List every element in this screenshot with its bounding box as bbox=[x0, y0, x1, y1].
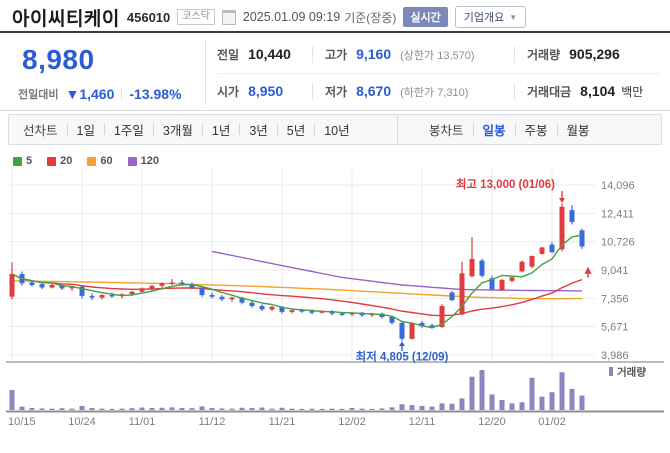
header-divider bbox=[0, 31, 670, 33]
header: 아이씨티케이 456010 코스닥 2025.01.09 09:19 기준(장중… bbox=[12, 3, 662, 31]
divider bbox=[239, 124, 241, 135]
market-badge: 코스닥 bbox=[177, 9, 215, 25]
legend-swatch bbox=[13, 156, 22, 166]
legend-swatch bbox=[87, 156, 97, 166]
quote-basis: 기준(장중) bbox=[344, 10, 397, 25]
svg-text:12/20: 12/20 bbox=[478, 416, 506, 428]
up-arrow-icon bbox=[399, 341, 405, 346]
change-value: ▼1,460 bbox=[65, 86, 115, 102]
divider bbox=[152, 124, 154, 135]
down-arrow-icon bbox=[559, 198, 565, 203]
chevron-down-icon: ▼ bbox=[509, 12, 518, 22]
svg-text:14,096: 14,096 bbox=[601, 180, 635, 192]
svg-text:11/12: 11/12 bbox=[199, 416, 226, 428]
svg-text:10/15: 10/15 bbox=[8, 416, 36, 428]
divider bbox=[0, 110, 670, 111]
quote-row-1: 전일 10,440 고가 9,160 (상한가 13,570) 거래량 905,296 bbox=[217, 36, 660, 74]
svg-text:7,356: 7,356 bbox=[601, 293, 629, 305]
tab-3개월[interactable]: 3개월 bbox=[162, 124, 193, 138]
legend-swatch bbox=[47, 156, 57, 166]
legend-item-ma20: 20 bbox=[47, 155, 72, 167]
svg-text:11/01: 11/01 bbox=[129, 416, 156, 428]
divider bbox=[314, 124, 316, 135]
svg-text:01/02: 01/02 bbox=[538, 416, 566, 428]
change-label: 전일대비 bbox=[18, 89, 59, 101]
high-cell: 고가 9,160 (상한가 13,570) bbox=[312, 46, 514, 63]
legend-item-ma60: 60 bbox=[87, 155, 113, 167]
ma60-line bbox=[11, 280, 582, 300]
ma5-line bbox=[11, 234, 583, 329]
calendar-icon bbox=[221, 9, 236, 25]
stock-code: 456010 bbox=[126, 9, 171, 25]
trading-value-cell: 거래대금 8,104 백만 bbox=[514, 83, 643, 100]
quote-datetime: 2025.01.09 09:19 bbox=[242, 10, 341, 24]
stock-name: 아이씨티케이 bbox=[12, 8, 120, 30]
moving-average-lines bbox=[11, 250, 592, 317]
tab-5년[interactable]: 5년 bbox=[286, 124, 306, 138]
tab-10년[interactable]: 10년 bbox=[324, 124, 350, 138]
legend-item-ma5: 5 bbox=[13, 155, 32, 167]
candle-chart-tab-group: 봉차트 일봉 주봉 월봉 bbox=[429, 120, 590, 139]
low-cell: 저가 8,670 (하한가 7,310) bbox=[312, 83, 514, 100]
svg-text:12/11: 12/11 bbox=[409, 416, 436, 428]
tab-1주일[interactable]: 1주일 bbox=[113, 124, 144, 138]
prev-close-cell: 전일 10,440 bbox=[217, 46, 291, 62]
chart-toolbar: 선차트 1일 1주일 3개월 1년 3년 5년 10년 봉차트 일봉 주봉 월봉 bbox=[8, 114, 662, 145]
change-row: 전일대비 ▼1,460 -13.98% bbox=[18, 86, 182, 102]
line-chart-tab-group: 선차트 1일 1주일 3개월 1년 3년 5년 10년 bbox=[9, 120, 350, 139]
volume-cell: 거래량 905,296 bbox=[514, 46, 620, 63]
candlestick-chart: 14,096 12,411 10,726 9,041 7,356 5,671 3,986 10… bbox=[6, 170, 664, 428]
divider bbox=[121, 88, 123, 100]
divider bbox=[514, 124, 516, 135]
legend-swatch bbox=[127, 156, 137, 166]
candle-chart-group-label: 봉차트 bbox=[429, 124, 464, 138]
chart-annotations: 최고 13,000 (01/06) 최저 4,805 (12/09) bbox=[356, 177, 565, 364]
volume-bars bbox=[9, 370, 585, 410]
svg-text:9,041: 9,041 bbox=[601, 265, 629, 277]
price-marker bbox=[584, 266, 592, 274]
chart-axis-labels: 14,096 12,411 10,726 9,041 7,356 5,671 3,986 10… bbox=[8, 180, 646, 428]
down-arrow-icon: ▼ bbox=[65, 86, 80, 102]
tab-월봉[interactable]: 월봉 bbox=[566, 124, 590, 138]
legend-item-ma120: 120 bbox=[127, 155, 159, 167]
tab-일봉[interactable]: 일봉 bbox=[482, 124, 506, 138]
svg-text:3,986: 3,986 bbox=[601, 350, 629, 362]
quote-row-2: 시가 8,950 저가 8,670 (하한가 7,310) 거래대금 8,104 백만 bbox=[217, 73, 660, 110]
svg-text:5,671: 5,671 bbox=[601, 322, 629, 334]
line-chart-group-label: 선차트 bbox=[23, 124, 58, 138]
divider bbox=[556, 124, 558, 135]
tab-1일[interactable]: 1일 bbox=[76, 124, 95, 138]
company-overview-button[interactable]: 기업개요 ▼ bbox=[454, 6, 527, 28]
divider bbox=[205, 40, 206, 105]
high-annotation: 최고 13,000 (01/06) bbox=[456, 177, 555, 191]
ma5-line bbox=[11, 234, 583, 329]
ma20-line bbox=[11, 273, 583, 317]
realtime-badge[interactable]: 실시간 bbox=[403, 7, 448, 27]
company-overview-label: 기업개요 bbox=[463, 12, 505, 24]
ma120-line bbox=[211, 250, 583, 292]
svg-text:거래량: 거래량 bbox=[617, 366, 646, 379]
change-percent: -13.98% bbox=[129, 86, 182, 102]
current-price: 8,980 bbox=[22, 44, 95, 75]
low-annotation: 최저 4,805 (12/09) bbox=[356, 350, 449, 364]
tab-1년[interactable]: 1년 bbox=[211, 124, 231, 138]
svg-text:12/02: 12/02 bbox=[338, 416, 366, 428]
tab-주봉[interactable]: 주봉 bbox=[524, 124, 548, 138]
open-cell: 시가 8,950 bbox=[217, 83, 284, 99]
svg-text:12,411: 12,411 bbox=[601, 208, 634, 220]
candles bbox=[9, 203, 585, 342]
ma-legend: 5 20 60 120 bbox=[13, 155, 159, 167]
svg-text:10,726: 10,726 bbox=[601, 237, 635, 249]
svg-text:11/21: 11/21 bbox=[269, 416, 296, 428]
tab-3년[interactable]: 3년 bbox=[249, 124, 268, 138]
divider bbox=[103, 124, 105, 135]
divider bbox=[472, 124, 474, 135]
divider bbox=[276, 124, 278, 135]
divider bbox=[397, 115, 398, 144]
divider bbox=[201, 124, 203, 135]
divider bbox=[66, 124, 68, 135]
svg-text:10/24: 10/24 bbox=[68, 416, 96, 428]
